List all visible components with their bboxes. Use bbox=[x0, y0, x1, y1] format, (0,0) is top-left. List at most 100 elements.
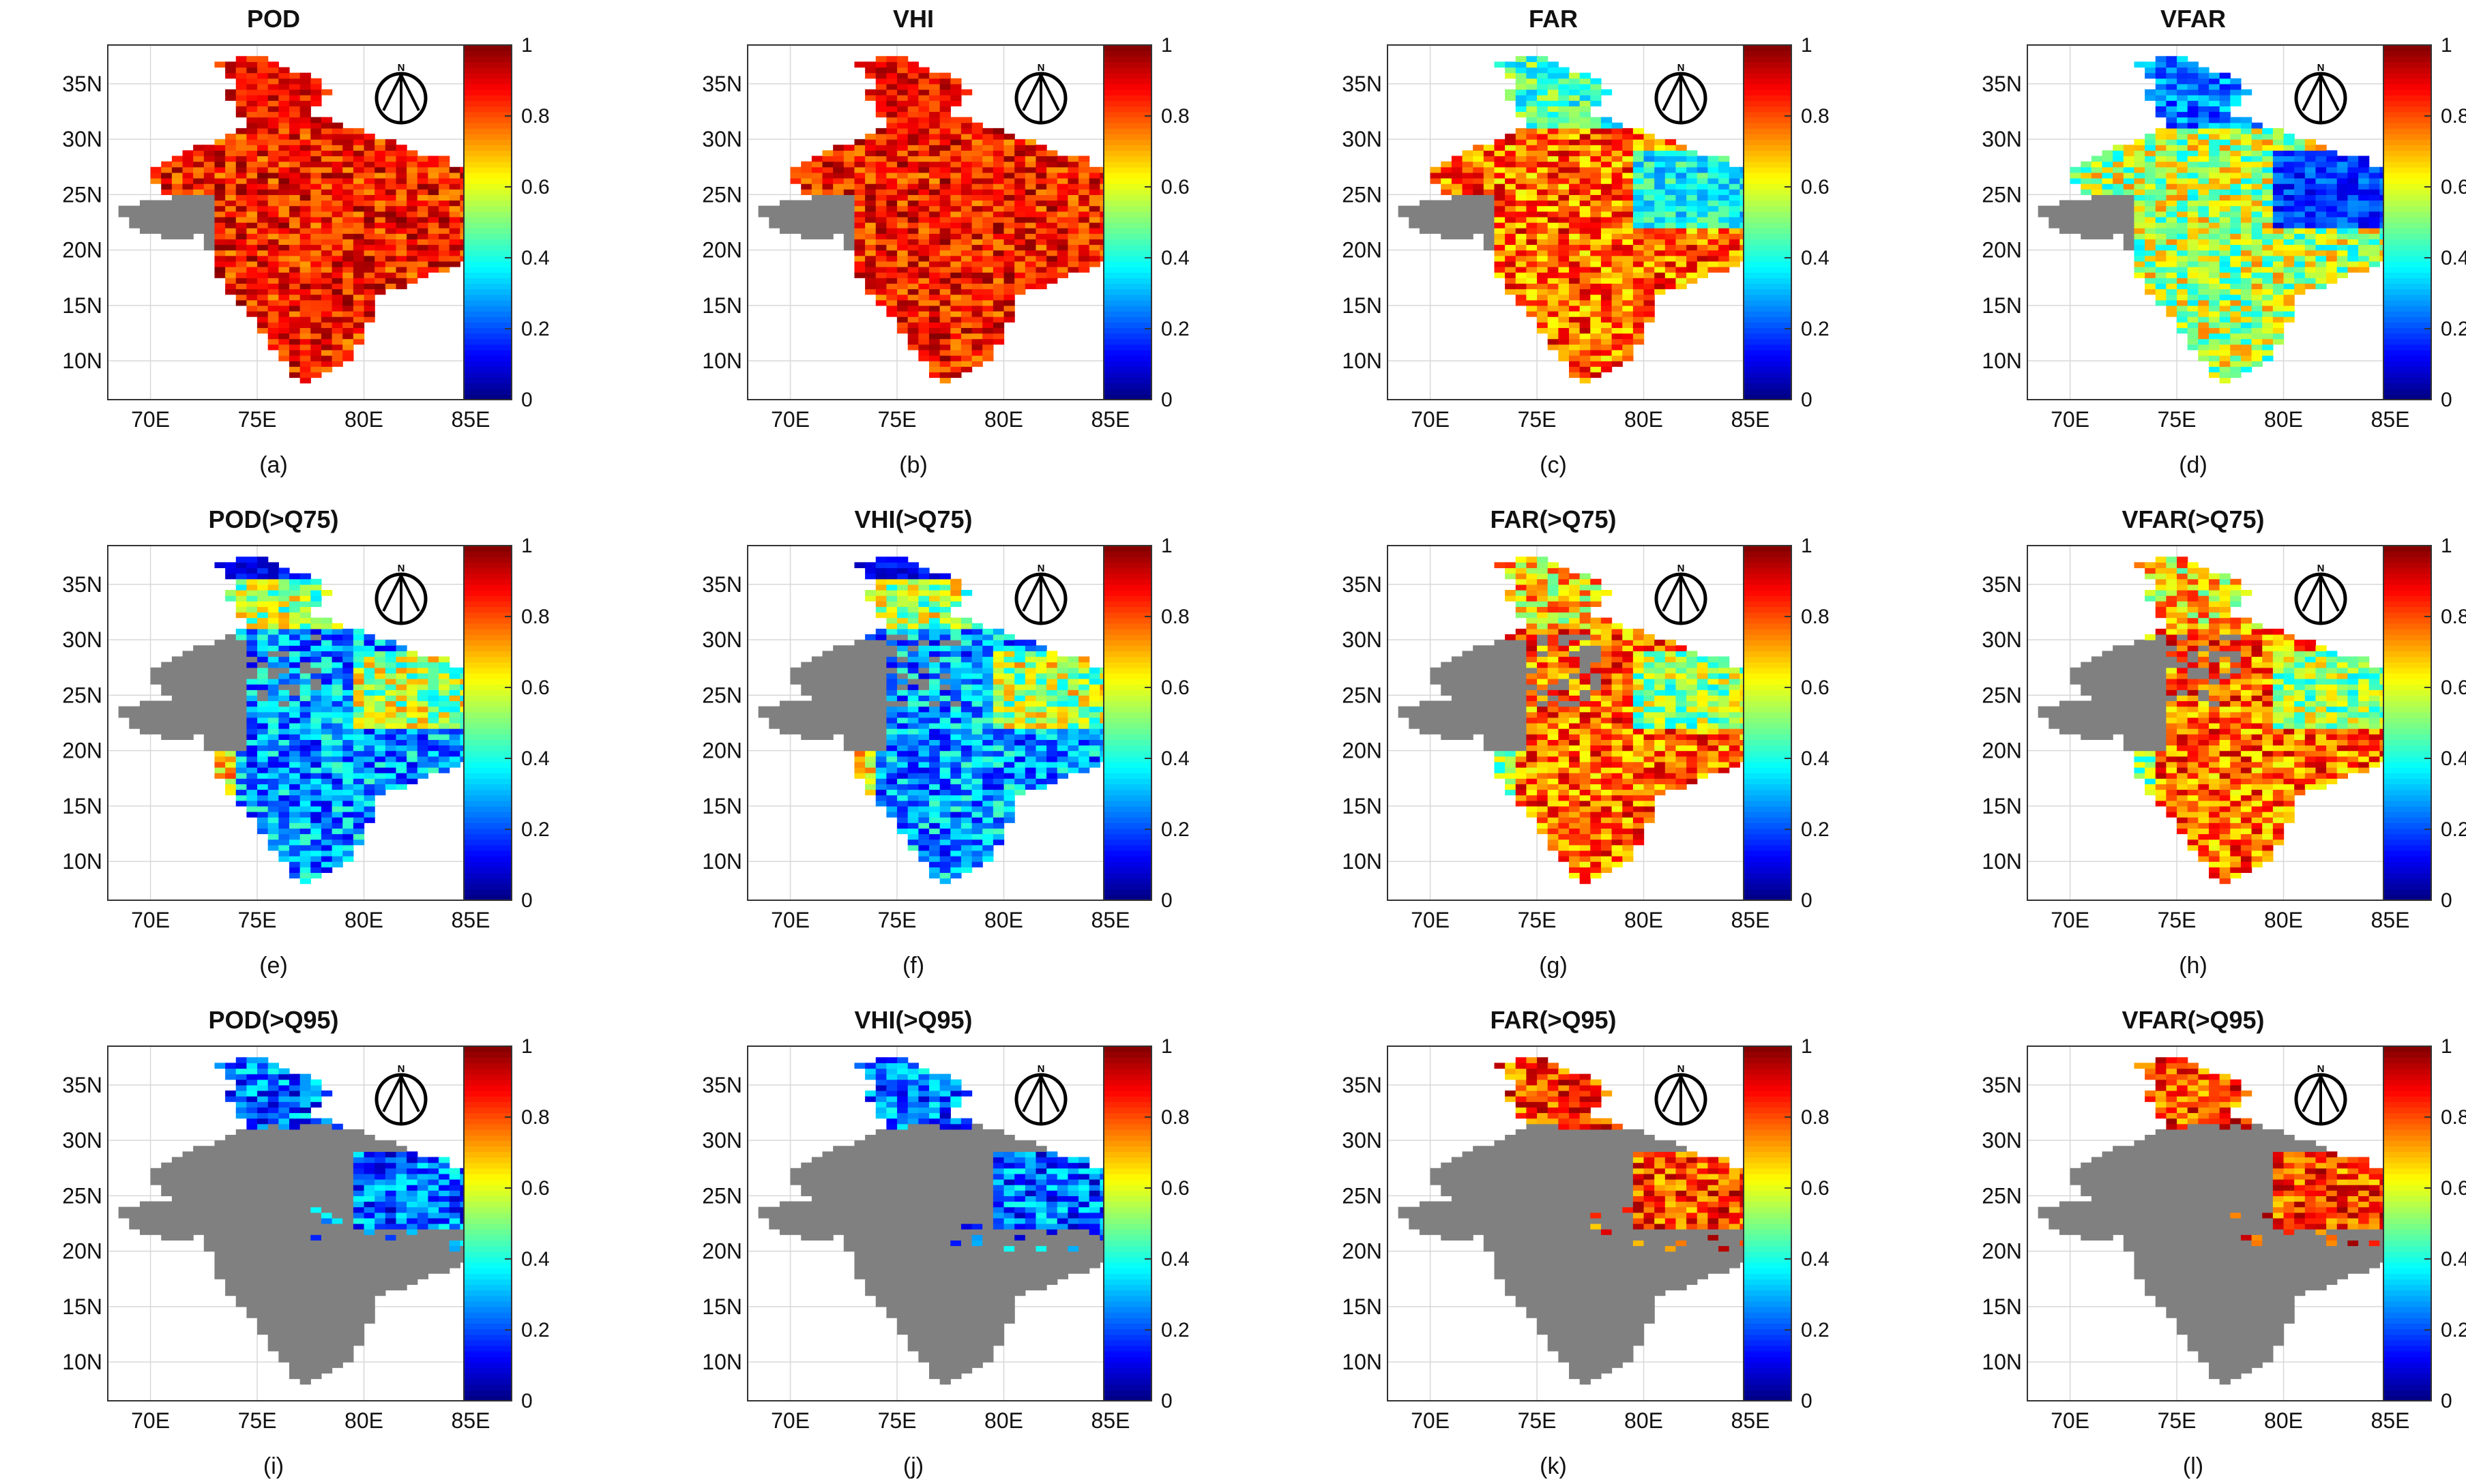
colorbar-segment bbox=[464, 239, 512, 245]
grid-cell bbox=[183, 734, 194, 740]
grid-cell bbox=[929, 245, 940, 251]
colorbar-tick-label: 0.6 bbox=[1801, 176, 1830, 198]
grid-cell bbox=[428, 189, 439, 195]
grid-cell bbox=[1590, 372, 1601, 378]
grid-cell bbox=[289, 817, 300, 823]
grid-cell bbox=[151, 717, 162, 724]
grid-cell bbox=[1537, 211, 1548, 218]
grid-cell bbox=[2262, 167, 2273, 173]
grid-cell bbox=[225, 767, 236, 773]
grid-cell bbox=[2358, 256, 2369, 262]
grid-cell bbox=[1601, 150, 1612, 156]
grid-cell bbox=[2220, 366, 2231, 372]
grid-cell bbox=[332, 845, 343, 851]
grid-cell bbox=[385, 222, 396, 228]
grid-cell bbox=[300, 123, 311, 129]
colorbar-segment bbox=[1104, 339, 1151, 345]
grid-cell bbox=[2177, 283, 2188, 289]
grid-cell bbox=[950, 123, 961, 129]
grid-cell bbox=[300, 167, 311, 173]
grid-cell bbox=[940, 339, 951, 345]
grid-cell bbox=[332, 183, 343, 190]
grid-cell bbox=[2156, 139, 2167, 145]
grid-cell bbox=[407, 278, 417, 284]
grid-cell bbox=[1036, 201, 1046, 207]
grid-cell bbox=[1452, 233, 1463, 239]
grid-cell bbox=[268, 584, 279, 591]
grid-cell bbox=[246, 145, 257, 151]
grid-cell bbox=[1644, 316, 1655, 323]
grid-cell bbox=[908, 261, 919, 267]
grid-cell bbox=[1548, 61, 1559, 68]
grid-cell bbox=[2188, 278, 2199, 284]
grid-cell bbox=[2284, 134, 2295, 140]
grid-cell bbox=[364, 217, 375, 223]
grid-cell bbox=[833, 206, 844, 212]
grid-cell bbox=[342, 316, 353, 323]
grid-cell bbox=[183, 233, 194, 239]
grid-cell bbox=[1675, 183, 1686, 190]
grid-cell bbox=[769, 206, 780, 212]
grid-cell bbox=[2284, 278, 2295, 284]
grid-cell bbox=[2124, 211, 2134, 218]
grid-cell bbox=[1548, 189, 1559, 195]
grid-cell bbox=[1526, 89, 1537, 95]
grid-cell bbox=[2262, 311, 2273, 317]
grid-cell bbox=[1548, 333, 1559, 340]
grid-cell bbox=[1548, 327, 1559, 333]
grid-cell bbox=[2081, 178, 2091, 184]
grid-cell bbox=[2102, 178, 2113, 184]
grid-cell bbox=[2241, 316, 2252, 323]
grid-cell bbox=[204, 728, 215, 734]
colorbar-segment bbox=[464, 300, 512, 306]
grid-cell bbox=[929, 156, 940, 162]
grid-cell bbox=[2273, 156, 2284, 162]
grid-cell bbox=[1590, 145, 1601, 151]
grid-cell bbox=[257, 568, 268, 574]
grid-cell bbox=[1078, 239, 1089, 245]
grid-cell bbox=[268, 689, 279, 696]
grid-cell bbox=[300, 156, 311, 162]
grid-cell bbox=[246, 584, 257, 591]
grid-cell bbox=[1526, 278, 1537, 284]
grid-cell bbox=[1463, 201, 1473, 207]
grid-cell bbox=[982, 300, 993, 306]
grid-cell bbox=[1494, 150, 1505, 156]
grid-cell bbox=[1526, 300, 1537, 306]
lat-tick-label: 15N bbox=[62, 293, 102, 318]
grid-cell bbox=[961, 350, 972, 356]
grid-cell bbox=[364, 306, 375, 312]
grid-cell bbox=[204, 689, 215, 696]
grid-cell bbox=[204, 707, 215, 713]
grid-cell bbox=[876, 283, 887, 289]
grid-cell bbox=[918, 316, 929, 323]
grid-cell bbox=[823, 167, 834, 173]
grid-cell bbox=[450, 256, 460, 262]
grid-cell bbox=[1612, 189, 1623, 195]
grid-cell bbox=[2156, 239, 2167, 245]
grid-cell bbox=[2262, 222, 2273, 228]
grid-cell bbox=[940, 201, 951, 207]
grid-cell bbox=[897, 222, 908, 228]
grid-cell bbox=[961, 228, 972, 234]
grid-cell bbox=[2198, 78, 2209, 85]
grid-cell bbox=[310, 267, 321, 273]
grid-cell bbox=[268, 211, 279, 218]
colorbar-segment bbox=[1104, 56, 1151, 62]
north-label: N bbox=[398, 62, 405, 74]
grid-cell bbox=[193, 194, 204, 201]
grid-cell bbox=[1558, 339, 1569, 345]
grid-cell bbox=[2209, 100, 2220, 106]
grid-cell bbox=[1718, 206, 1729, 212]
colorbar-segment bbox=[2383, 167, 2431, 173]
grid-cell bbox=[2209, 361, 2220, 367]
grid-cell bbox=[1590, 267, 1601, 273]
grid-cell bbox=[854, 250, 865, 256]
grid-cell bbox=[940, 189, 951, 195]
lat-tick-label: 35N bbox=[62, 72, 102, 96]
grid-cell bbox=[268, 618, 279, 624]
grid-cell bbox=[2156, 194, 2167, 201]
grid-cell bbox=[876, 128, 887, 134]
grid-cell bbox=[172, 734, 183, 740]
grid-cell bbox=[375, 183, 385, 190]
